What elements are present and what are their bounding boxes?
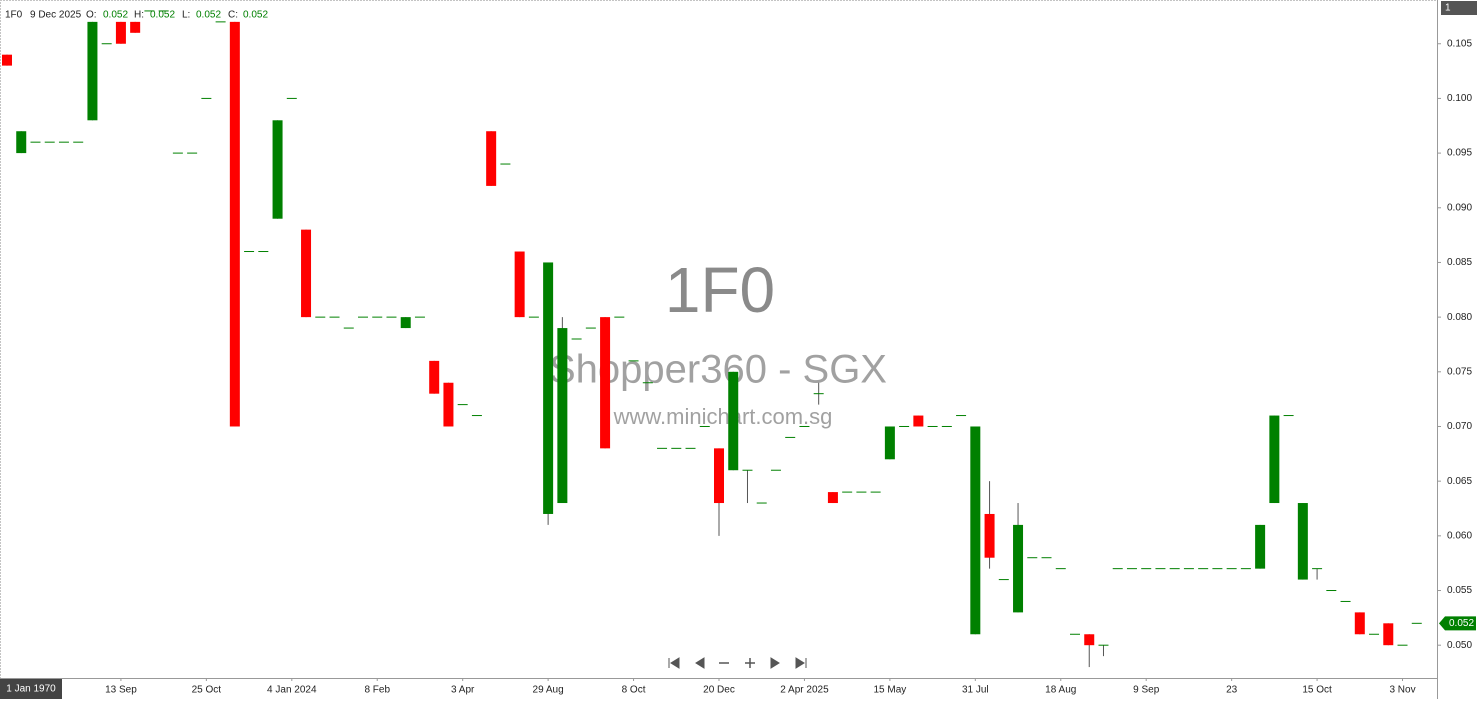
last-price-badge: [1439, 616, 1476, 631]
nav-last[interactable]: [795, 657, 807, 669]
candle-body: [970, 426, 981, 635]
candle-body: [884, 426, 895, 460]
candle-body: [301, 229, 312, 318]
y-tick-label: 0.075: [1447, 366, 1472, 377]
candle-body: [272, 120, 283, 219]
crosshair-box: [0, 679, 62, 699]
header-date: 9 Dec 2025: [30, 10, 82, 21]
y-tick-label: 0.090: [1447, 202, 1472, 213]
y-tick-label: 0.095: [1447, 148, 1472, 159]
candle-body: [229, 21, 240, 427]
x-tick-label: 20 Dec: [703, 685, 735, 696]
y-tick-label: 0.065: [1447, 476, 1472, 487]
crosshair-label: 1 Jan 1970: [6, 684, 56, 695]
x-tick-label: 25 Oct: [192, 685, 222, 696]
x-tick-label: 8 Oct: [622, 685, 646, 696]
header-high: 0.052: [150, 10, 175, 21]
x-tick-label: 8 Feb: [364, 685, 390, 696]
x-tick-label: 15 May: [873, 685, 906, 696]
candle-body: [443, 382, 454, 427]
header-close: 0.052: [243, 10, 268, 21]
candle-body: [1297, 503, 1308, 580]
y-tick-label: 0.100: [1447, 93, 1472, 104]
header-h: H:: [134, 10, 144, 21]
candle-body: [913, 415, 924, 427]
candle-body: [827, 492, 838, 504]
x-tick-label: 29 Aug: [533, 685, 564, 696]
candle-body: [1269, 415, 1280, 504]
pane-badge: [1441, 1, 1477, 15]
x-tick-label: 3 Nov: [1389, 685, 1415, 696]
candle-body: [400, 317, 411, 329]
candle-body: [1013, 524, 1024, 613]
y-tick-label: 0.105: [1447, 38, 1472, 49]
x-tick-label: 4 Jan 2024: [267, 685, 317, 696]
nav-zoom-in[interactable]: [745, 658, 755, 668]
watermark-symbol: 1F0: [665, 254, 775, 326]
nav-next[interactable]: [770, 657, 780, 669]
header-symbol: 1F0: [5, 10, 23, 21]
y-tick-label: 0.060: [1447, 530, 1472, 541]
candle-body: [514, 251, 525, 318]
plot-frame: [0, 0, 1438, 679]
y-tick-label: 0.085: [1447, 257, 1472, 268]
candle-body: [728, 371, 739, 471]
y-tick-label: 0.050: [1447, 640, 1472, 651]
nav-first[interactable]: [668, 657, 680, 669]
candle-body: [714, 448, 724, 504]
candle-body: [87, 21, 98, 121]
candle-body: [115, 21, 126, 44]
header-c: C:: [228, 10, 238, 21]
candle-body: [486, 131, 497, 186]
x-tick-label: 2 Apr 2025: [780, 685, 829, 696]
y-tick-label: 0.080: [1447, 312, 1472, 323]
candle-body: [1354, 612, 1365, 635]
y-tick-label: 0.055: [1447, 585, 1472, 596]
pane-label: 1: [1445, 3, 1451, 14]
candle-body: [1084, 634, 1095, 646]
last-price-label: 0.052: [1449, 618, 1474, 629]
ohlc-header: 1F0 9 Dec 2025 O: 0.052 H: 0.052 L: 0.05…: [5, 10, 268, 21]
header-l: L:: [182, 10, 190, 21]
candle-body: [2, 54, 12, 66]
candle-body: [984, 513, 995, 558]
x-tick-label: 15 Oct: [1302, 685, 1332, 696]
header-low: 0.052: [196, 10, 221, 21]
candle-body: [600, 317, 611, 449]
header-o: O:: [86, 10, 97, 21]
watermark-name: Shopper360 - SGX: [549, 348, 887, 392]
x-tick-label: 31 Jul: [962, 685, 989, 696]
candle-body: [429, 360, 440, 394]
y-tick-label: 0.070: [1447, 421, 1472, 432]
candle-body: [557, 328, 568, 504]
header-open: 0.052: [103, 10, 128, 21]
x-tick-label: 3 Apr: [451, 685, 475, 696]
nav-prev[interactable]: [695, 657, 705, 669]
x-tick-label: 13 Sep: [105, 685, 137, 696]
candle-body: [16, 131, 27, 154]
nav-controls: [668, 657, 807, 669]
candle-body: [1255, 524, 1266, 569]
x-tick-label: 18 Aug: [1045, 685, 1076, 696]
watermark-site: www.minichart.com.sg: [613, 404, 833, 429]
candle-body: [1383, 623, 1394, 646]
candle-body: [543, 262, 554, 514]
x-tick-label: 9 Sep: [1133, 685, 1160, 696]
x-tick-label: 23: [1226, 685, 1238, 696]
candle-body: [130, 21, 141, 33]
